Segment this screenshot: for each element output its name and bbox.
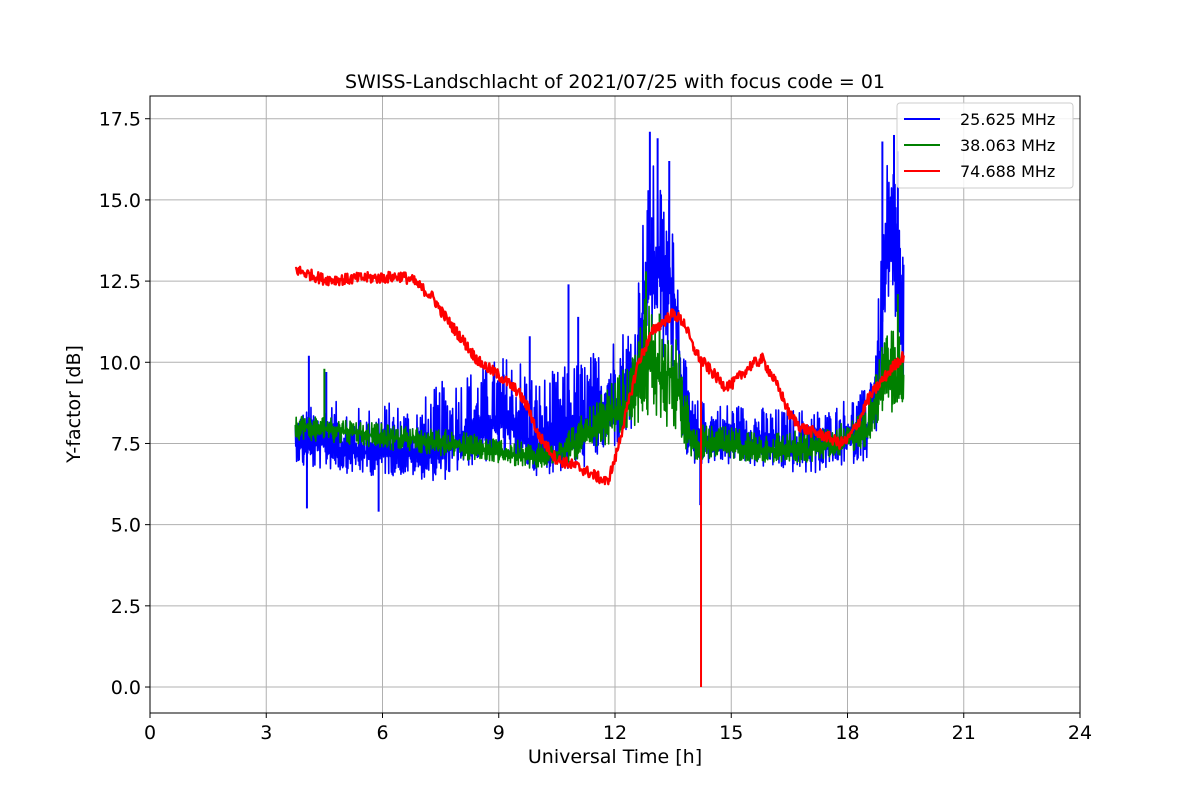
x-tick-label: 0 <box>144 722 156 744</box>
y-tick-label: 17.5 <box>99 109 141 131</box>
chart-title: SWISS-Landschlacht of 2021/07/25 with fo… <box>345 71 885 93</box>
y-tick-label: 5.0 <box>111 515 141 537</box>
x-tick-label: 3 <box>260 722 272 744</box>
legend-box <box>896 102 1074 189</box>
legend: 25.625 MHz 38.063 MHz 74.688 MHz <box>896 102 1074 189</box>
series-layer <box>294 131 905 688</box>
y-tick-label: 0.0 <box>111 677 141 699</box>
legend-label-74mhz: 74.688 MHz <box>960 162 1055 181</box>
x-tick-label: 12 <box>603 722 627 744</box>
y-tick-label: 2.5 <box>111 596 141 618</box>
legend-label-25mhz: 25.625 MHz <box>960 110 1055 129</box>
series-74mhz <box>294 265 905 688</box>
y-tick-label: 12.5 <box>99 271 141 293</box>
x-tick-label: 24 <box>1068 722 1092 744</box>
y-tick-label: 7.5 <box>111 433 141 455</box>
y-tick-label: 10.0 <box>99 352 141 374</box>
y-tick-label: 15.0 <box>99 190 141 212</box>
series-line-74mhz <box>294 265 905 486</box>
y-axis-ticks: 0.0 2.5 5.0 7.5 10.0 12.5 15.0 17.5 <box>99 109 150 699</box>
x-tick-label: 18 <box>835 722 859 744</box>
x-tick-label: 6 <box>376 722 388 744</box>
x-tick-label: 15 <box>719 722 743 744</box>
series-line-38mhz <box>294 299 905 469</box>
x-tick-label: 21 <box>952 722 976 744</box>
x-tick-label: 9 <box>493 722 505 744</box>
x-axis-label: Universal Time [h] <box>528 746 702 768</box>
x-axis-ticks: 0 3 6 9 12 15 18 21 24 <box>144 713 1092 744</box>
legend-label-38mhz: 38.063 MHz <box>960 136 1055 155</box>
y-axis-label: Y-factor [dB] <box>63 345 85 464</box>
